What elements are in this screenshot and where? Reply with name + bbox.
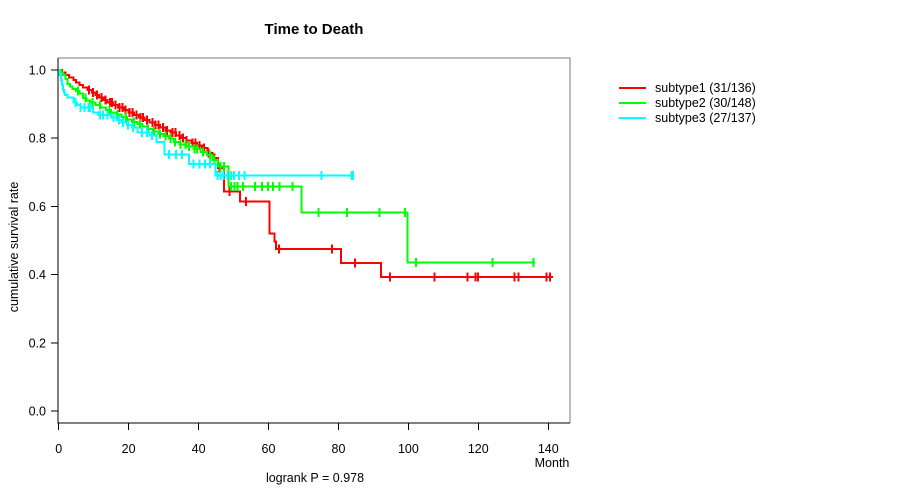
x-tick-label: 140	[538, 442, 559, 456]
legend-label-subtype1: subtype1 (31/136)	[655, 80, 756, 95]
legend-item-subtype3: subtype3 (27/137)	[619, 110, 756, 125]
logrank-p-annotation: logrank P = 0.978	[265, 471, 365, 485]
x-axis-label: Month	[534, 456, 570, 470]
legend-line-subtype2	[619, 101, 646, 104]
y-tick-label: 0.2	[29, 336, 46, 350]
x-tick-label: 20	[122, 442, 136, 456]
legend-line-subtype3	[619, 116, 646, 119]
legend-item-subtype2: subtype2 (30/148)	[619, 95, 756, 110]
x-tick-label: 80	[332, 442, 346, 456]
legend: subtype1 (31/136) subtype2 (30/148) subt…	[619, 80, 756, 125]
y-tick-label: 0.6	[29, 200, 46, 214]
curve-subtype1	[58, 69, 554, 278]
x-tick-label: 0	[55, 442, 62, 456]
legend-label-subtype3: subtype3 (27/137)	[655, 110, 756, 125]
chart-title: Time to Death	[264, 21, 364, 38]
y-tick-label: 0.4	[29, 268, 46, 282]
curve-subtype2	[58, 69, 535, 264]
y-tick-label: 0.8	[29, 132, 46, 146]
legend-line-subtype1	[619, 86, 646, 89]
x-tick-label: 40	[192, 442, 206, 456]
legend-item-subtype1: subtype1 (31/136)	[619, 80, 756, 95]
plot-box	[58, 57, 571, 423]
y-tick-label: 0.0	[29, 405, 46, 419]
y-tick-label: 1.0	[29, 64, 46, 78]
x-tick-label: 100	[398, 442, 419, 456]
x-tick-label: 60	[262, 442, 276, 456]
legend-label-subtype2: subtype2 (30/148)	[655, 95, 756, 110]
plot-axes	[57, 58, 570, 424]
x-tick-label: 120	[468, 442, 489, 456]
curve-subtype3	[58, 69, 354, 177]
